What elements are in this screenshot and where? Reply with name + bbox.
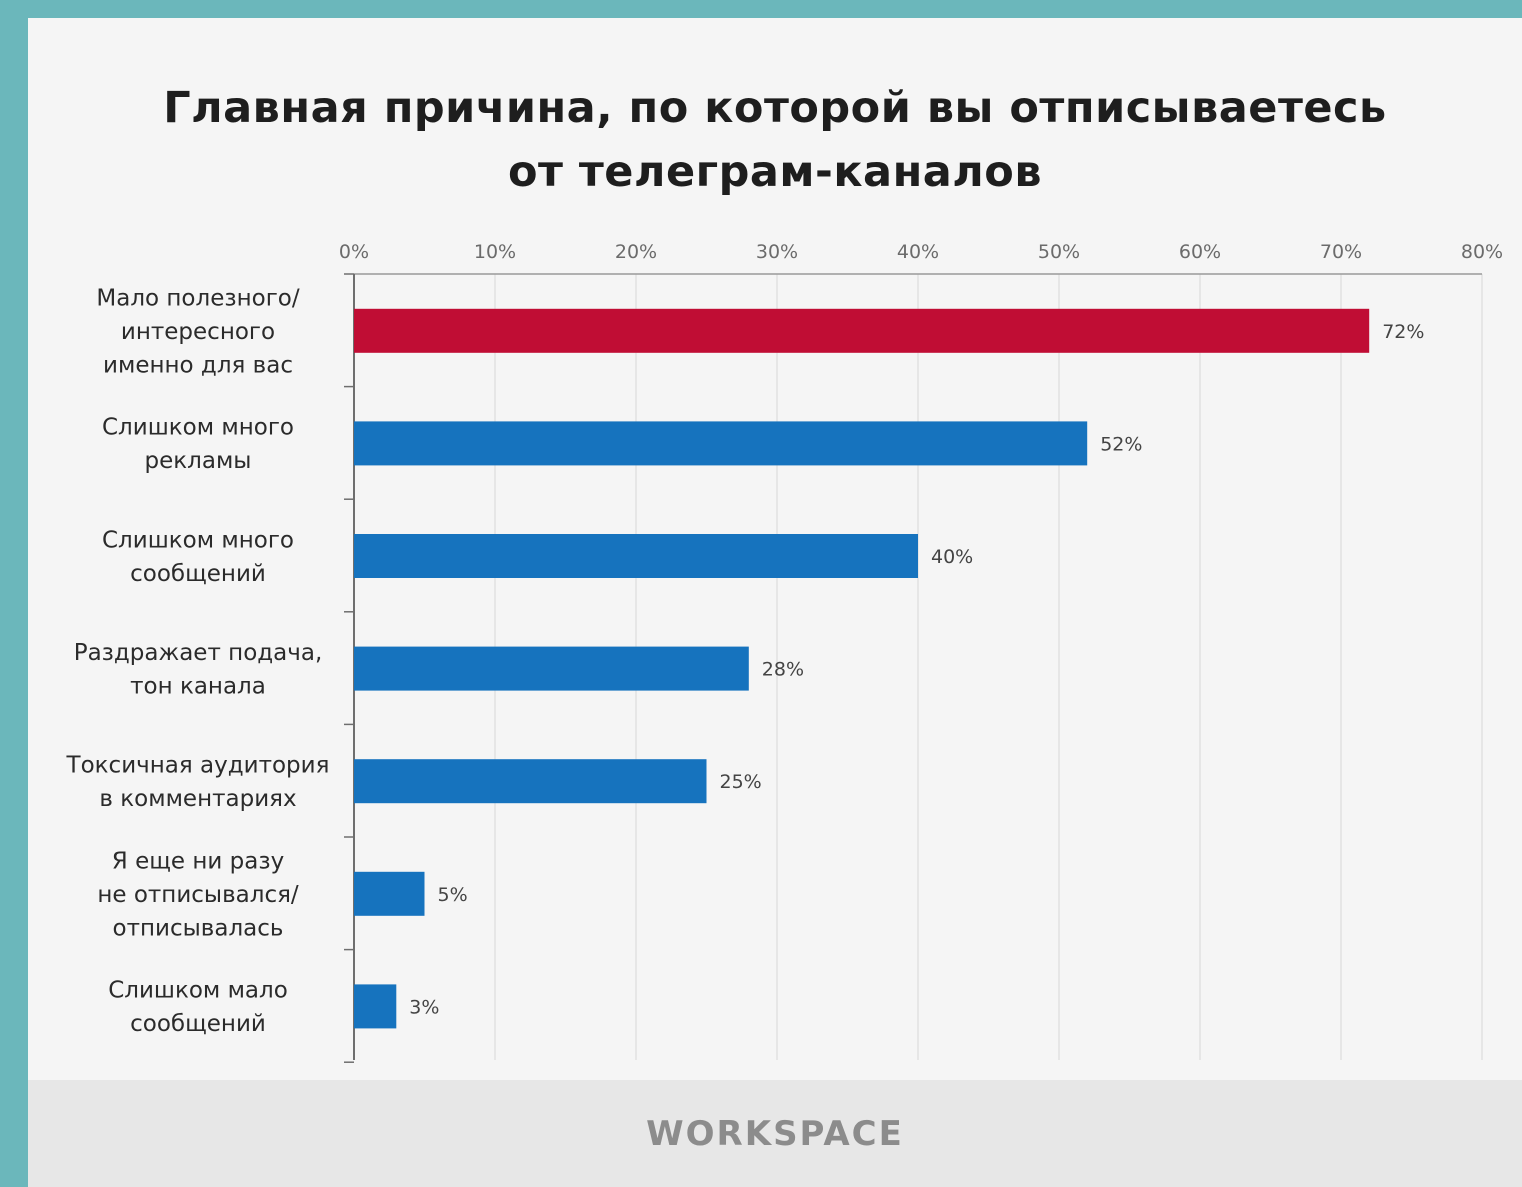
bar-value-label: 52%: [1100, 433, 1142, 455]
bar-value-label: 72%: [1382, 321, 1424, 343]
footer: WORKSPACE: [28, 1080, 1522, 1187]
bar: [354, 646, 749, 691]
workspace-logo: WORKSPACE: [646, 1114, 904, 1154]
x-tick-label: 70%: [1320, 241, 1362, 263]
category-label: Слишком много сообщений: [102, 527, 294, 587]
chart-title-line-2: от телеграм-каналов: [507, 147, 1043, 197]
bar: [354, 534, 918, 578]
bar-chart: 0% 10% 20% 30% 40% 50% 60% 70% 80% 72% Мало полезн…: [66, 241, 1503, 1063]
category-label: Мало полезного/интересного именно для вас: [96, 285, 299, 378]
bar-value-label: 40%: [931, 546, 973, 568]
chart-title-line-1: Главная причина, по которой вы отписывае…: [163, 83, 1387, 133]
bar-value-label: 3%: [409, 996, 439, 1018]
x-tick-label: 10%: [474, 241, 516, 263]
x-tick-label: 0%: [339, 241, 369, 263]
bar: [354, 421, 1088, 466]
x-tick-label: 30%: [756, 241, 798, 263]
category-label: Я еще ни разу не отписывался/отписывалась: [97, 848, 299, 941]
category-label: Токсичная аудитория в комментариях: [66, 752, 330, 812]
category-label: Слишком мало сообщений: [108, 978, 288, 1038]
x-tick-label: 80%: [1461, 241, 1503, 263]
bar-value-label: 5%: [438, 884, 468, 906]
x-tick-label: 40%: [897, 241, 939, 263]
chart-title: Главная причина, по которой вы отписывае…: [28, 76, 1522, 204]
bar: [354, 984, 397, 1029]
category-label: Раздражает подача, тон канала: [74, 640, 323, 700]
bar-value-label: 28%: [762, 659, 804, 681]
bar: [354, 871, 425, 916]
x-tick-label: 60%: [1179, 241, 1221, 263]
bar: [354, 759, 707, 804]
bar: [354, 308, 1370, 353]
x-tick-label: 20%: [615, 241, 657, 263]
chart-card: Главная причина, по которой вы отписывае…: [28, 18, 1522, 1187]
x-tick-label: 50%: [1038, 241, 1080, 263]
category-label: Слишком много рекламы: [102, 415, 294, 475]
bar-value-label: 25%: [720, 771, 762, 793]
